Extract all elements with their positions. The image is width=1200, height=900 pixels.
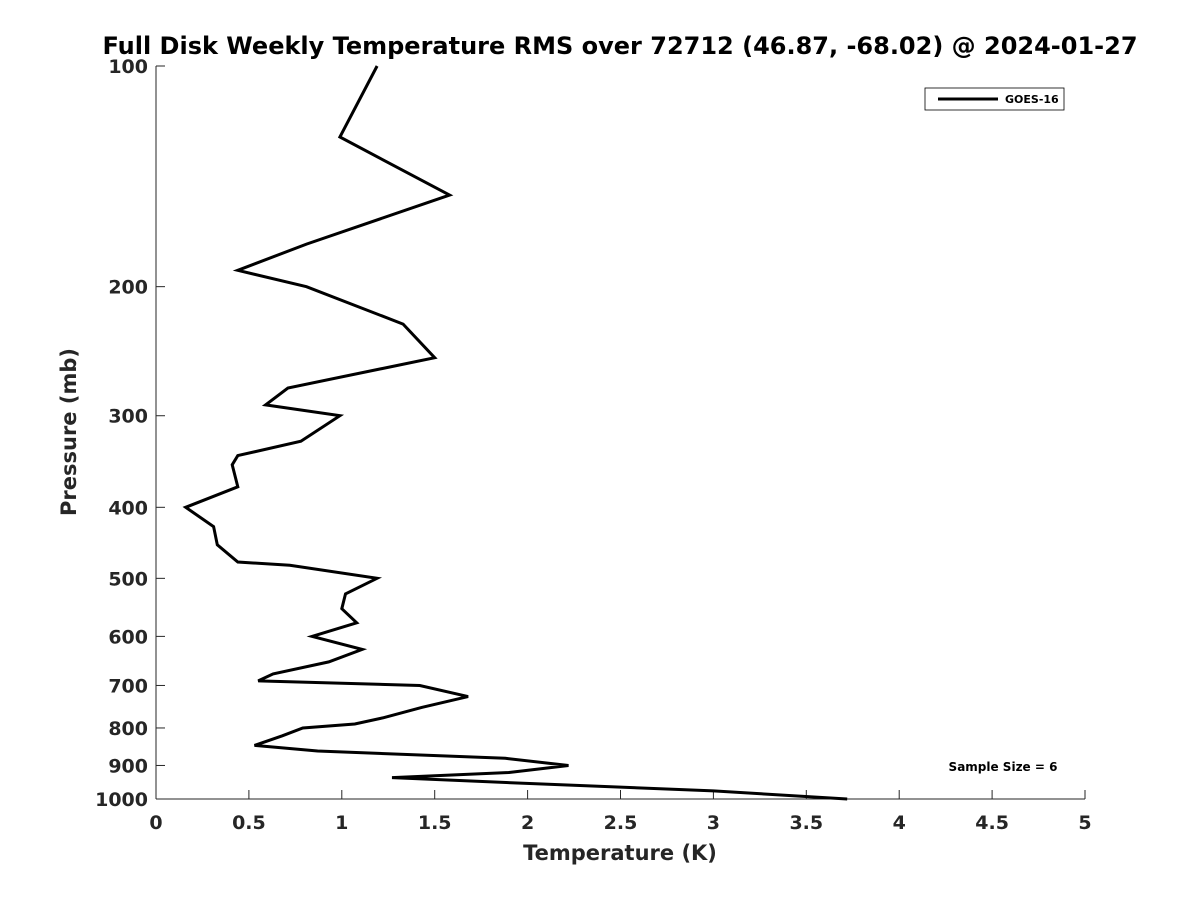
y-tick-label: 700 [108, 675, 148, 697]
x-tick-label: 5 [1078, 812, 1091, 834]
x-tick-label: 0 [149, 812, 162, 834]
legend-label-goes-16: GOES-16 [1005, 93, 1059, 106]
y-tick-label: 400 [108, 497, 148, 519]
x-ticks: 0 0.5 1 1.5 2 2.5 3 3.5 4 4.5 5 [149, 790, 1092, 834]
x-axis-label: Temperature (K) [523, 841, 717, 865]
x-tick-label: 3.5 [789, 812, 823, 834]
chart-title: Full Disk Weekly Temperature RMS over 72… [102, 32, 1137, 60]
y-tick-label: 600 [108, 626, 148, 648]
plot-area [156, 66, 1085, 799]
y-tick-label: 800 [108, 718, 148, 740]
y-tick-label: 500 [108, 568, 148, 590]
x-tick-label: 4.5 [975, 812, 1009, 834]
x-tick-label: 2.5 [604, 812, 638, 834]
y-tick-label: 1000 [95, 789, 148, 811]
x-tick-label: 4 [893, 812, 906, 834]
x-tick-label: 1.5 [418, 812, 452, 834]
y-axis-label: Pressure (mb) [57, 348, 81, 516]
series-line-goes-16 [182, 65, 848, 801]
series-layer [182, 65, 848, 801]
x-tick-label: 3 [707, 812, 720, 834]
y-tick-label: 300 [108, 406, 148, 428]
x-tick-label: 2 [521, 812, 534, 834]
sample-size-note: Sample Size = 6 [949, 760, 1058, 774]
x-tick-label: 0.5 [232, 812, 266, 834]
x-tick-label: 1 [335, 812, 348, 834]
y-tick-label: 900 [108, 755, 148, 777]
y-tick-label: 200 [108, 277, 148, 299]
y-tick-label: 100 [108, 56, 148, 78]
y-ticks: 100 200 300 400 500 600 700 800 900 1000 [95, 56, 165, 811]
legend: GOES-16 [924, 87, 1065, 111]
